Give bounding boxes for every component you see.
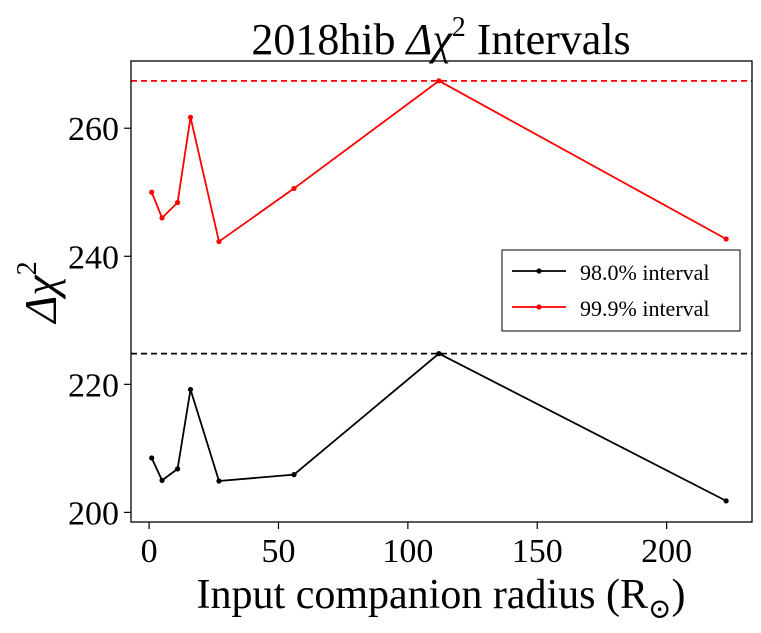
legend-label-98: 98.0% interval [580, 260, 710, 285]
x-tick-label: 50 [261, 533, 295, 570]
data-point [291, 185, 297, 192]
data-point [159, 477, 165, 483]
chart-title: 2018hib Δχ2 Intervals [251, 12, 630, 64]
data-point [291, 472, 297, 478]
title-exponent: 2 [452, 12, 466, 43]
y-axis-label: Δχ2 [12, 261, 66, 324]
x-axis-label: Input companion radius (R⊙) [197, 572, 686, 625]
title-symbol: Δχ [405, 15, 454, 64]
axes: 0 50 100 150 200 200 220 240 260 [68, 111, 692, 570]
plot-frame [130, 60, 753, 523]
title-prefix: 2018hib [251, 15, 406, 64]
data-point [159, 215, 165, 221]
x-tick-label: 0 [141, 533, 158, 570]
legend-marker-98 [536, 268, 542, 274]
data-point [174, 466, 181, 472]
data-point [436, 78, 442, 84]
legend-marker-999 [536, 304, 542, 310]
x-tick-label: 150 [512, 533, 563, 570]
data-point [149, 189, 155, 195]
data-point [149, 455, 155, 461]
legend-label-999: 99.9% interval [580, 296, 710, 321]
data-point [723, 498, 729, 504]
y-tick-label: 200 [68, 495, 119, 532]
ylabel-symbol: Δχ [15, 274, 66, 325]
series-line-1 [150, 79, 727, 243]
data-point [436, 351, 442, 357]
data-point [216, 238, 222, 245]
xlabel-subscript: ⊙ [648, 594, 671, 625]
series-line-0 [150, 352, 727, 502]
series-layer [149, 78, 729, 504]
y-tick-label: 260 [68, 111, 119, 148]
x-tick-label: 200 [641, 533, 692, 570]
ylabel-exponent: 2 [12, 261, 43, 275]
x-tick-label: 100 [382, 533, 433, 570]
legend-box [501, 249, 741, 332]
title-suffix: Intervals [466, 15, 631, 64]
legend: 98.0% interval 99.9% interval [501, 249, 741, 332]
data-point [187, 114, 194, 120]
data-point [216, 478, 222, 484]
xlabel-prefix: Input companion radius (R [197, 572, 648, 618]
y-tick-label: 220 [68, 367, 119, 404]
y-tick-label: 240 [68, 239, 119, 276]
data-point [723, 236, 729, 242]
xlabel-suffix: ) [671, 572, 685, 618]
data-point [174, 199, 181, 206]
data-point [187, 386, 194, 393]
